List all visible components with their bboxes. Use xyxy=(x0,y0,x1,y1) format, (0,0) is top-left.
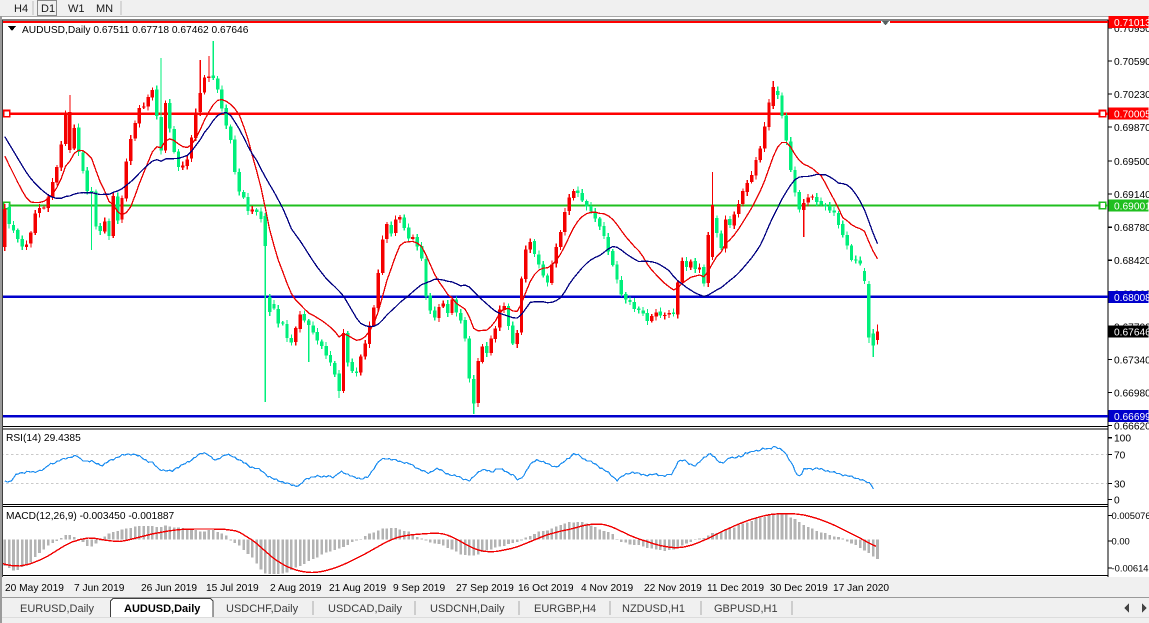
svg-text:70: 70 xyxy=(1114,451,1126,462)
svg-text:30 Dec 2019: 30 Dec 2019 xyxy=(770,583,828,594)
svg-text:0.00: 0.00 xyxy=(1112,536,1130,547)
svg-text:9 Sep 2019: 9 Sep 2019 xyxy=(393,583,445,594)
svg-text:W1: W1 xyxy=(68,3,85,15)
svg-text:0.70950: 0.70950 xyxy=(1114,24,1149,35)
svg-text:17 Jan 2020: 17 Jan 2020 xyxy=(833,583,889,594)
svg-text:7 Jun 2019: 7 Jun 2019 xyxy=(74,583,125,594)
svg-text:RSI(14) 29.4385: RSI(14) 29.4385 xyxy=(6,433,81,444)
svg-text:GBPUSD,H1: GBPUSD,H1 xyxy=(714,603,778,615)
svg-text:0.66620: 0.66620 xyxy=(1114,422,1149,433)
svg-text:EURGBP,H4: EURGBP,H4 xyxy=(534,603,596,615)
svg-text:11 Dec 2019: 11 Dec 2019 xyxy=(707,583,764,594)
svg-text:USDCAD,Daily: USDCAD,Daily xyxy=(328,603,402,615)
svg-text:0.67646: 0.67646 xyxy=(1114,327,1149,338)
svg-text:0.66980: 0.66980 xyxy=(1114,389,1149,400)
svg-text:0.69870: 0.69870 xyxy=(1114,123,1149,134)
svg-text:2 Aug 2019: 2 Aug 2019 xyxy=(270,583,322,594)
svg-text:H4: H4 xyxy=(14,3,28,15)
svg-text:D1: D1 xyxy=(41,3,55,15)
svg-text:0.70590: 0.70590 xyxy=(1114,57,1149,68)
svg-text:4 Nov 2019: 4 Nov 2019 xyxy=(581,583,633,594)
svg-text:0: 0 xyxy=(1114,496,1120,507)
svg-text:MN: MN xyxy=(96,3,113,15)
svg-text:0.66699: 0.66699 xyxy=(1114,412,1149,423)
svg-text:AUDUSD,Daily 0.67511 0.67718: AUDUSD,Daily 0.67511 0.67718 0.67462 0.6… xyxy=(22,25,249,36)
svg-text:0.71013: 0.71013 xyxy=(1114,18,1149,29)
svg-text:USDCHF,Daily: USDCHF,Daily xyxy=(226,603,299,615)
svg-text:0.69500: 0.69500 xyxy=(1114,157,1149,168)
svg-text:USDCNH,Daily: USDCNH,Daily xyxy=(430,603,505,615)
svg-text:30: 30 xyxy=(1114,480,1126,491)
svg-text:MACD(12,26,9) -0.003450 -0.001: MACD(12,26,9) -0.003450 -0.001887 xyxy=(6,511,175,522)
svg-text:0.68420: 0.68420 xyxy=(1114,256,1149,267)
svg-text:0.69001: 0.69001 xyxy=(1114,201,1149,212)
svg-text:-0.006148: -0.006148 xyxy=(1112,563,1149,574)
svg-text:100: 100 xyxy=(1114,434,1131,445)
svg-text:0.68008: 0.68008 xyxy=(1114,293,1149,304)
svg-text:0.70230: 0.70230 xyxy=(1114,90,1149,101)
svg-text:27 Sep 2019: 27 Sep 2019 xyxy=(456,583,514,594)
svg-text:0.70005: 0.70005 xyxy=(1114,110,1149,121)
svg-text:16 Oct 2019: 16 Oct 2019 xyxy=(518,583,574,594)
svg-text:26 Jun 2019: 26 Jun 2019 xyxy=(141,583,197,594)
svg-text:0.005076: 0.005076 xyxy=(1112,510,1149,521)
svg-text:EURUSD,Daily: EURUSD,Daily xyxy=(20,603,94,615)
svg-text:20 May 2019: 20 May 2019 xyxy=(5,583,64,594)
svg-text:0.68780: 0.68780 xyxy=(1114,223,1149,234)
svg-text:21 Aug 2019: 21 Aug 2019 xyxy=(329,583,387,594)
svg-text:22 Nov 2019: 22 Nov 2019 xyxy=(644,583,702,594)
svg-text:0.67340: 0.67340 xyxy=(1114,356,1149,367)
svg-text:NZDUSD,H1: NZDUSD,H1 xyxy=(622,603,685,615)
svg-text:0.69140: 0.69140 xyxy=(1114,190,1149,201)
svg-text:AUDUSD,Daily: AUDUSD,Daily xyxy=(124,603,201,615)
svg-text:15 Jul 2019: 15 Jul 2019 xyxy=(206,583,259,594)
